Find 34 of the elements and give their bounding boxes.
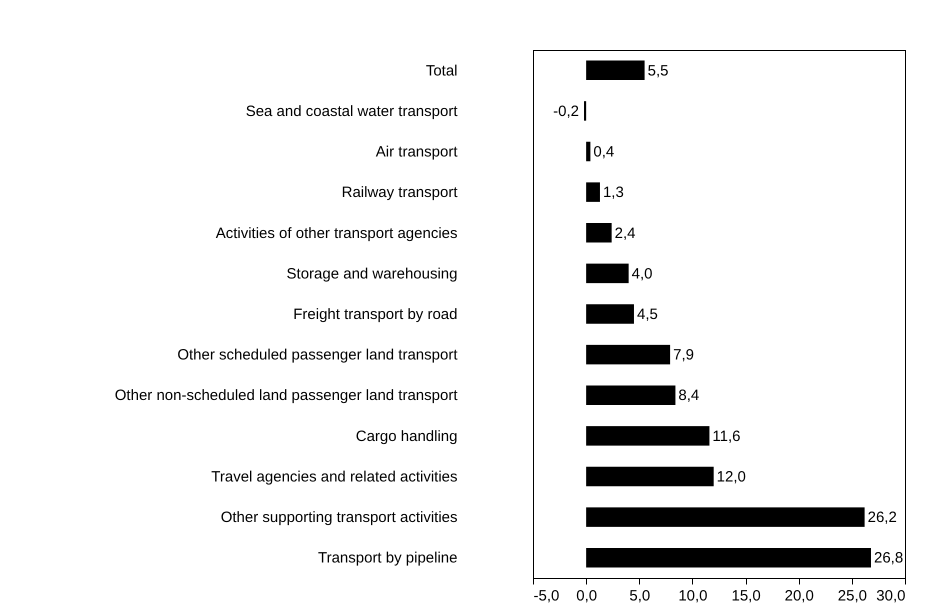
data-label: 2,4 (614, 224, 636, 242)
y-tick-label: Other scheduled passenger land transport (177, 346, 458, 364)
y-tick-label: Activities of other transport agencies (216, 224, 458, 242)
y-tick-label: Freight transport by road (293, 306, 458, 323)
x-tick-label: -5,0 (534, 588, 560, 604)
data-label: 11,6 (712, 428, 741, 445)
y-tick-label: Cargo handling (356, 428, 458, 445)
x-tick-label: 20,0 (784, 588, 814, 604)
y-tick-label: Air transport (376, 144, 458, 161)
x-tick-label: 10,0 (678, 588, 708, 604)
y-tick-label: Railway transport (342, 184, 458, 202)
x-tick-label: 30,0 (876, 588, 906, 604)
data-label: 7,9 (673, 346, 694, 364)
data-label: 26,8 (874, 550, 904, 567)
x-tick-label: 15,0 (731, 588, 761, 604)
y-tick-label: Sea and coastal water transport (246, 102, 458, 120)
y-tick-label: Storage and warehousing (286, 265, 458, 282)
data-label: 8,4 (678, 387, 700, 404)
data-label: 5,5 (648, 62, 668, 80)
data-label: 1,3 (602, 184, 624, 202)
data-label: -0,2 (553, 102, 580, 120)
data-label: 0,4 (593, 144, 614, 161)
y-tick-label: Travel agencies and related activities (211, 468, 458, 486)
x-tick-label: 5,0 (629, 588, 650, 604)
data-label: 12,0 (716, 468, 746, 486)
data-label: 4,0 (632, 265, 653, 282)
y-tick-label: Transport by pipeline (318, 550, 458, 567)
y-tick-label: Other non-scheduled land passenger land transport (114, 387, 458, 404)
x-tick-label: 25,0 (838, 588, 867, 604)
y-tick-label: Other supporting transport activities (220, 509, 458, 526)
data-label: 4,5 (636, 306, 658, 323)
data-label: 26,2 (868, 509, 897, 526)
x-tick-label: 0,0 (576, 588, 598, 604)
y-tick-label: Total (426, 62, 458, 80)
